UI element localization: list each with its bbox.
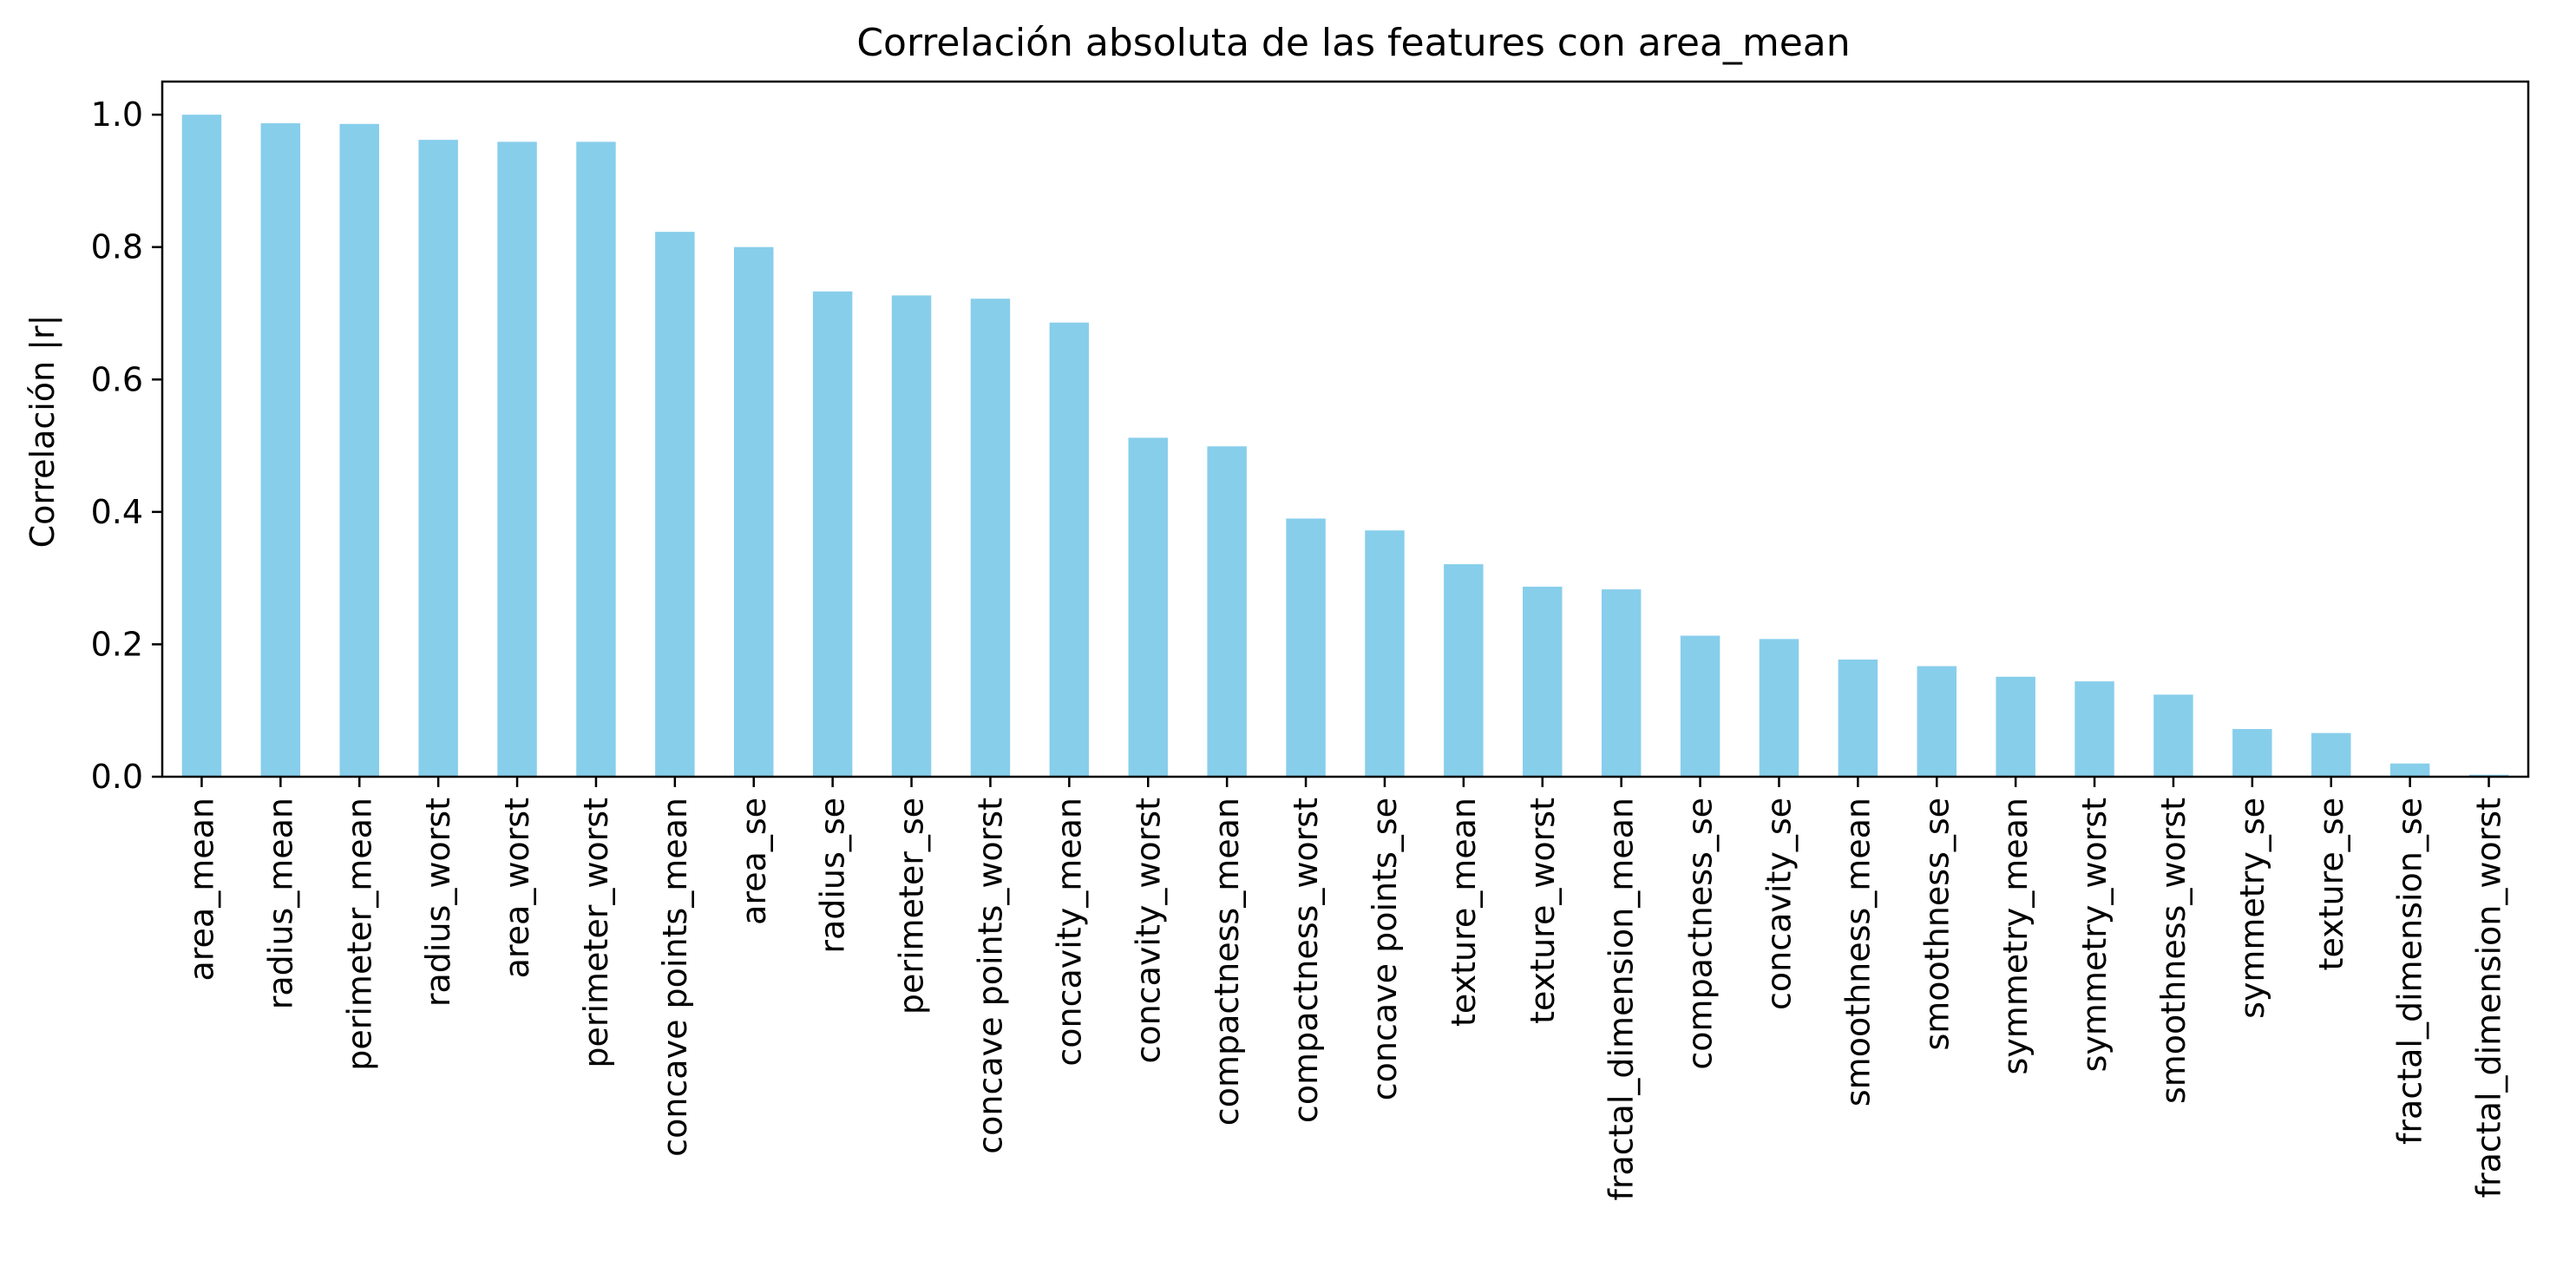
plot-frame <box>161 80 2530 778</box>
y-tick-label: 0.8 <box>91 228 143 266</box>
x-tick-label: texture_worst <box>1524 798 1562 1024</box>
bar-perimeter_worst <box>576 141 616 778</box>
bar-area_se <box>734 246 774 778</box>
bar-texture_se <box>2311 732 2351 777</box>
x-tick-label: smoothness_mean <box>1839 798 1877 1107</box>
bar-symmetry_mean <box>1996 676 2035 777</box>
x-tick-label: concave points_worst <box>971 798 1009 1154</box>
bar-area_worst <box>497 141 537 778</box>
x-tick-label: concavity_se <box>1760 798 1798 1010</box>
bar-concave-points_se <box>1365 530 1405 777</box>
x-tick-label: symmetry_worst <box>2075 798 2114 1072</box>
x-tick-label: concave points_se <box>1366 798 1404 1100</box>
y-axis-label: Correlación |r| <box>23 315 62 548</box>
x-tick-label: fractal_dimension_worst <box>2470 798 2508 1198</box>
x-tick-label: compactness_worst <box>1287 798 1325 1123</box>
x-tick-label: perimeter_worst <box>577 798 615 1068</box>
x-tick-label: fractal_dimension_se <box>2391 798 2429 1145</box>
y-tick-label: 0.4 <box>91 493 143 531</box>
x-tick-label: area_worst <box>498 798 536 978</box>
x-axis-ticks: area_mean radius_mean perimeter_mean radius… <box>182 777 2508 1201</box>
bar-smoothness_mean <box>1838 659 1878 777</box>
x-tick-label: smoothness_worst <box>2154 798 2193 1104</box>
x-tick-label: texture_se <box>2312 798 2350 970</box>
x-tick-label: radius_worst <box>419 798 457 1007</box>
x-tick-label: compactness_mean <box>1208 798 1246 1126</box>
x-tick-label: radius_se <box>814 798 852 954</box>
chart-title: Correlación absoluta de las features con… <box>856 21 1850 65</box>
x-tick-label: perimeter_mean <box>340 798 378 1071</box>
x-tick-label: fractal_dimension_mean <box>1603 798 1641 1201</box>
x-tick-label: perimeter_se <box>893 798 931 1015</box>
x-tick-label: compactness_se <box>1681 798 1720 1070</box>
x-tick-label: concavity_worst <box>1129 798 1167 1064</box>
bar-compactness_worst <box>1286 518 1326 777</box>
x-tick-label: symmetry_se <box>2233 798 2271 1019</box>
bar-fractal_dimension_se <box>2389 763 2430 777</box>
x-tick-label: smoothness_se <box>1917 798 1956 1051</box>
y-tick-label: 1.0 <box>91 95 143 134</box>
x-tick-label: symmetry_mean <box>1996 798 2035 1074</box>
bar-perimeter_se <box>891 295 932 777</box>
y-tick-label: 0.0 <box>91 758 143 796</box>
x-tick-label: area_se <box>735 798 773 925</box>
bar-compactness_mean <box>1207 446 1247 777</box>
bar-compactness_se <box>1680 635 1721 777</box>
y-tick-label: 0.2 <box>91 625 143 663</box>
bar-smoothness_se <box>1917 666 1957 777</box>
bar-radius_se <box>812 291 853 778</box>
bar-area_mean <box>181 115 222 777</box>
bar-concave-points_worst <box>970 299 1011 778</box>
bar-smoothness_worst <box>2153 694 2193 777</box>
bar-symmetry_worst <box>2075 681 2114 777</box>
bar-concavity_se <box>1759 639 1799 777</box>
bar-perimeter_mean <box>339 123 379 777</box>
bar-symmetry_se <box>2232 729 2272 777</box>
bar-concavity_mean <box>1049 322 1090 777</box>
x-tick-label: texture_mean <box>1445 798 1483 1027</box>
bar-radius_mean <box>260 123 301 777</box>
x-tick-label: concavity_mean <box>1050 798 1088 1067</box>
bar-fractal_dimension_mean <box>1601 589 1642 777</box>
bar-texture_mean <box>1444 564 1484 777</box>
x-tick-label: concave points_mean <box>656 798 694 1157</box>
bar-concavity_worst <box>1128 437 1168 777</box>
x-tick-label: area_mean <box>182 798 220 982</box>
bar-concave-points_mean <box>655 232 695 777</box>
bar-radius_worst <box>418 140 458 777</box>
bars-group <box>181 115 2509 778</box>
y-axis-ticks: 0.0 0.2 0.4 0.6 0.8 1.0 <box>91 95 162 796</box>
x-tick-label: radius_mean <box>261 798 299 1009</box>
y-tick-label: 0.6 <box>91 360 143 398</box>
bar-texture_worst <box>1523 587 1563 777</box>
